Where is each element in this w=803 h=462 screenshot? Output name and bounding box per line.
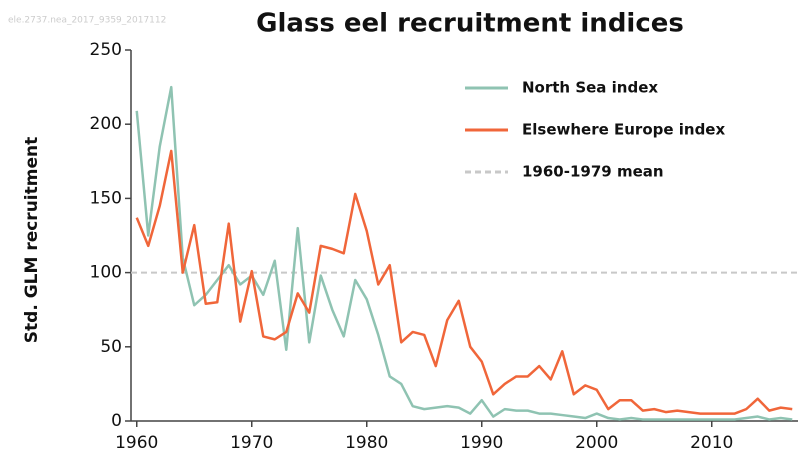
y-tick-label: 150 bbox=[90, 188, 122, 208]
x-tick-label: 1970 bbox=[230, 433, 273, 453]
legend-label: North Sea index bbox=[522, 79, 658, 97]
legend-label: 1960-1979 mean bbox=[522, 163, 664, 181]
x-tick-label: 2010 bbox=[690, 433, 733, 453]
y-tick-label: 250 bbox=[90, 40, 122, 60]
y-tick-label: 50 bbox=[100, 337, 122, 357]
x-tick-label: 1960 bbox=[115, 433, 158, 453]
y-tick-label: 100 bbox=[90, 263, 122, 283]
series-line bbox=[135, 85, 793, 421]
watermark: ele.2737.nea_2017_9359_2017112 bbox=[8, 16, 166, 26]
x-tick-label: 2000 bbox=[575, 433, 618, 453]
x-tick-label: 1990 bbox=[460, 433, 503, 453]
x-tick-label: 1980 bbox=[345, 433, 388, 453]
y-tick-label: 0 bbox=[111, 411, 122, 431]
legend-label: Elsewhere Europe index bbox=[522, 121, 725, 139]
y-axis-label: Std. GLM recruitment bbox=[22, 137, 42, 343]
series-line bbox=[135, 149, 793, 415]
y-tick-label: 200 bbox=[90, 114, 122, 134]
chart-title: Glass eel recruitment indices bbox=[256, 9, 684, 39]
